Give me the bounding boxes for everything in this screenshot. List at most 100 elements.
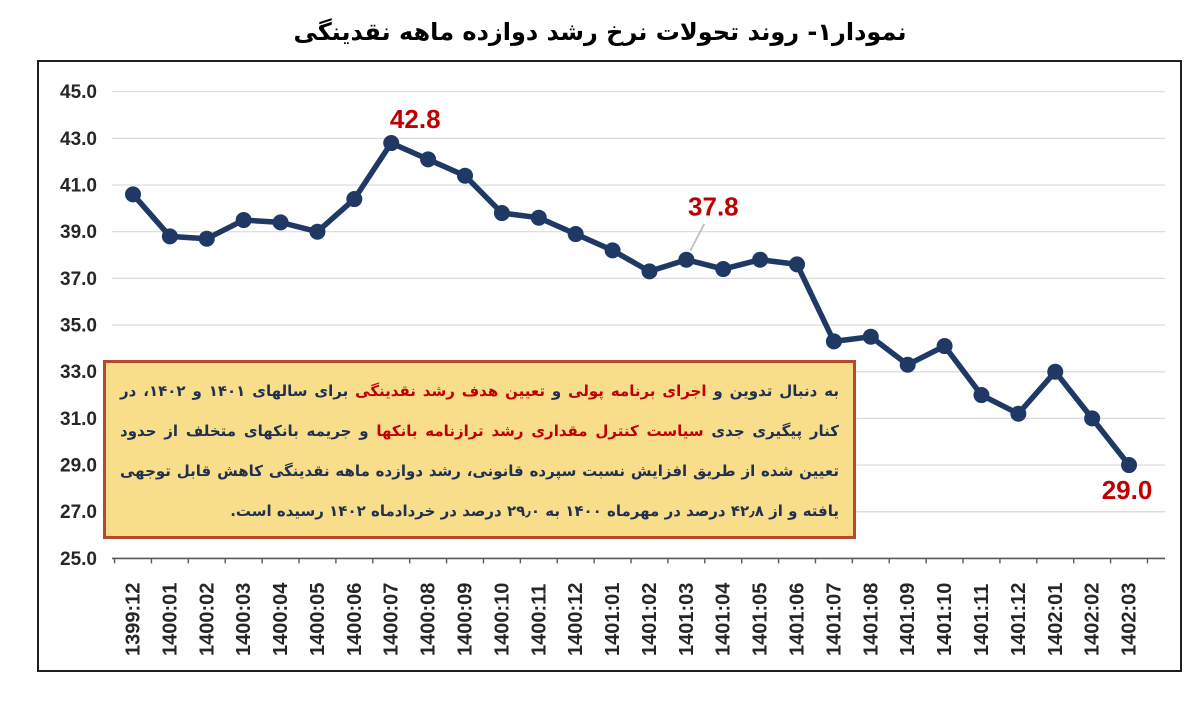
chart-frame: 25.0 27.0 29.0 31.0 33.0 35.0 37.0 39.0 41.0 43.0… (37, 60, 1182, 672)
data-point (346, 191, 363, 208)
x-axis-label: 1401:02 (639, 583, 661, 656)
x-axis-label-group: 1401:02 (639, 583, 661, 656)
y-axis-label: 41.0 (60, 176, 97, 197)
x-axis-label: 1401:07 (823, 583, 845, 656)
x-axis-label-group: 1401:10 (934, 583, 956, 656)
infobox-text-segment: و جریمه بانکهای متخلف از حدود تعیین شده … (120, 422, 839, 520)
x-axis-label: 1400:06 (344, 583, 366, 656)
chart-title: نمودار۱- روند تحولات نرخ رشد دوازده ماهه… (293, 18, 907, 46)
data-point (198, 230, 215, 247)
y-axis-label: 37.0 (60, 269, 97, 290)
y-axis-label: 43.0 (60, 129, 97, 150)
x-axis-label: 1400:03 (233, 583, 255, 656)
x-axis-label-group: 1400:07 (381, 583, 403, 656)
infobox-text-segment: اجرای برنامه پولی (568, 382, 707, 400)
data-point (641, 263, 658, 280)
x-axis-label: 1401:04 (713, 582, 735, 656)
data-point (1121, 457, 1138, 474)
x-axis-label-group: 1400:05 (307, 583, 329, 656)
y-axis-label: 29.0 (60, 456, 97, 477)
x-axis-label-group: 1400:08 (418, 583, 440, 656)
x-axis-label: 1402:03 (1119, 583, 1141, 656)
data-point (678, 251, 695, 268)
x-axis-label: 1400:10 (491, 583, 513, 656)
line-chart: 25.0 27.0 29.0 31.0 33.0 35.0 37.0 39.0 41.0 43.0… (60, 82, 1165, 656)
x-axis-label: 1400:11 (528, 584, 550, 656)
y-axis-label: 31.0 (60, 409, 97, 430)
x-axis-label-group: 1402:03 (1119, 583, 1141, 656)
x-axis-label-group: 1400:04 (270, 582, 292, 656)
infobox-text-segment: و (544, 382, 569, 400)
data-point (383, 135, 400, 152)
x-axis-label-group: 1401:11 (971, 584, 993, 656)
x-axis-label: 1400:09 (455, 583, 477, 656)
x-axis-label: 1399:12 (123, 583, 145, 656)
x-axis-label-group: 1401:12 (1008, 583, 1030, 656)
annotation-text-box: به دنبال تدوین و اجرای برنامه پولی و تعی… (103, 360, 856, 539)
y-axis-label: 33.0 (60, 362, 97, 383)
x-axis-label: 1400:04 (270, 582, 292, 656)
y-axis-label: 35.0 (60, 316, 97, 337)
x-axis-label-group: 1401:01 (602, 583, 624, 656)
x-axis-label-group: 1402:01 (1045, 583, 1067, 656)
x-axis-label-group: 1401:05 (750, 583, 772, 656)
data-point (125, 186, 141, 203)
x-axis-label-group: 1400:06 (344, 583, 366, 656)
x-axis-label: 1400:01 (159, 583, 181, 656)
x-axis-label: 1401:06 (787, 583, 809, 656)
x-axis-label: 1402:01 (1045, 583, 1067, 656)
x-axis-label-group: 1400:03 (233, 583, 255, 656)
x-axis-label: 1401:10 (934, 583, 956, 656)
data-point (936, 338, 953, 355)
data-point (1010, 405, 1027, 422)
infobox-text-segment: تعیین هدف رشد نقدینگی (355, 382, 545, 400)
x-axis-label: 1401:12 (1008, 583, 1030, 656)
y-axis-label: 27.0 (60, 502, 97, 523)
data-point (604, 242, 621, 259)
data-point (1047, 363, 1064, 380)
x-axis-label: 1401:09 (897, 583, 919, 656)
data-label: 37.8 (688, 192, 739, 222)
data-point (235, 212, 252, 229)
x-axis-label-group: 1400:01 (159, 583, 181, 656)
data-point (309, 223, 326, 240)
x-axis-label: 1401:03 (676, 583, 698, 656)
data-point (715, 261, 732, 278)
data-label: 42.8 (390, 104, 441, 134)
data-point (420, 151, 437, 168)
infobox-text-segment: سیاست کنترل مقداری رشد ترازنامه بانکها (376, 422, 704, 440)
leader-line (689, 223, 706, 252)
x-axis-label-group: 1400:02 (196, 583, 218, 656)
x-axis-label-group: 1401:08 (860, 583, 882, 656)
data-point (272, 214, 289, 231)
x-axis-label-group: 1400:12 (565, 583, 587, 656)
y-axis-label: 25.0 (60, 549, 97, 570)
x-axis-label: 1401:01 (602, 583, 624, 656)
data-point (530, 209, 547, 226)
x-axis-label-group: 1401:06 (787, 583, 809, 656)
data-point (752, 251, 769, 268)
x-axis-label-group: 1400:11 (528, 584, 550, 656)
x-axis-label: 1400:08 (418, 583, 440, 656)
x-axis-label-group: 1401:04 (713, 582, 735, 656)
y-axis-label: 45.0 (60, 82, 97, 103)
data-point (825, 333, 842, 350)
x-axis-label: 1402:02 (1082, 583, 1104, 656)
data-point (862, 328, 879, 345)
data-point (973, 387, 990, 404)
y-axis-label: 39.0 (60, 222, 97, 243)
x-axis-label: 1401:08 (860, 583, 882, 656)
infobox-text-segment: به دنبال تدوین و (706, 382, 839, 400)
x-axis-label-group: 1402:02 (1082, 583, 1104, 656)
x-axis-label-group: 1400:10 (491, 583, 513, 656)
chart-line (130, 140, 1132, 468)
data-point (789, 256, 806, 273)
x-axis-label-group: 1401:07 (823, 583, 845, 656)
x-axis-label-group: 1399:12 (123, 583, 145, 656)
data-label: 29.0 (1102, 475, 1153, 505)
x-axis-label: 1400:05 (307, 583, 329, 656)
data-point (457, 167, 474, 184)
x-axis-label: 1400:12 (565, 583, 587, 656)
x-axis-label: 1400:02 (196, 583, 218, 656)
